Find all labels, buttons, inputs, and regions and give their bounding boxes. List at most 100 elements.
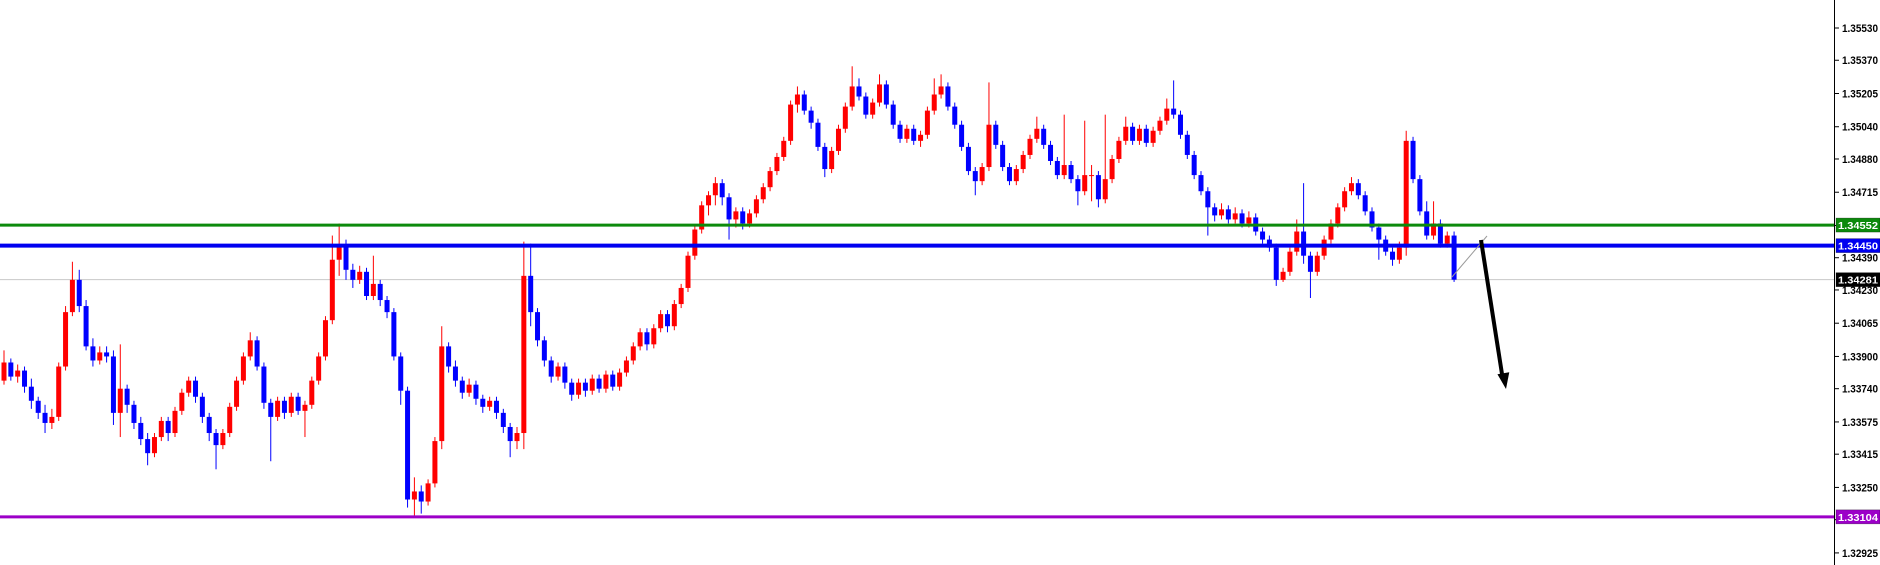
candle (589, 374, 595, 395)
candle (1136, 124, 1142, 145)
price-axis[interactable]: 1.35530 1.35370 1.35205 1.35040 1.34880 1.347… (1834, 0, 1880, 565)
candle (124, 384, 130, 413)
price-badge-1.34450: 1.34450 (1835, 238, 1880, 253)
candle (1431, 201, 1437, 240)
candle (1225, 205, 1231, 224)
price-badge-label: 1.34552 (1838, 220, 1878, 232)
candle (794, 86, 800, 113)
candle (808, 106, 814, 129)
candle (712, 177, 718, 206)
candle (644, 328, 650, 351)
candle (1048, 140, 1054, 166)
candle (582, 378, 588, 397)
candle (1266, 235, 1272, 252)
candle (1171, 80, 1177, 119)
candle (56, 362, 62, 421)
candle (288, 392, 294, 417)
candle (145, 433, 151, 466)
candle (938, 74, 944, 99)
candle (1184, 130, 1190, 159)
candle (275, 396, 281, 421)
candle (1020, 150, 1026, 174)
candle (897, 120, 903, 143)
candle (1054, 156, 1060, 180)
candle (699, 201, 705, 234)
candle (569, 378, 575, 401)
candle (1089, 165, 1095, 202)
candle (528, 243, 534, 327)
candle (425, 479, 431, 506)
candle (603, 370, 609, 393)
candle (877, 74, 883, 107)
candle (432, 437, 438, 488)
candle (1109, 154, 1115, 184)
candle (138, 416, 144, 446)
candle (117, 344, 123, 438)
price-badge-label: 1.34450 (1838, 241, 1878, 253)
candle (302, 400, 308, 438)
candle (350, 263, 356, 288)
candle (8, 358, 14, 381)
candle (815, 118, 821, 151)
axis-tick-label: 1.34390 (1842, 253, 1878, 265)
candle (1212, 203, 1218, 222)
candle (329, 235, 335, 325)
candle (952, 102, 958, 129)
candle (760, 183, 766, 204)
candle (1082, 120, 1088, 196)
candle (1390, 247, 1396, 266)
candle (521, 241, 527, 450)
candle (1061, 114, 1067, 180)
candle (1095, 171, 1101, 208)
candle (131, 400, 137, 429)
candle (993, 120, 999, 149)
candle (1150, 126, 1156, 147)
candle (1157, 116, 1163, 135)
candle (247, 332, 253, 361)
candle (541, 336, 547, 367)
candle (1006, 163, 1012, 186)
axis-tick-label: 1.34880 (1842, 154, 1878, 166)
candle (104, 346, 110, 363)
candle (234, 376, 240, 411)
candle (870, 98, 876, 119)
candle (199, 392, 205, 423)
candle (856, 78, 862, 101)
axis-tick-label: 1.34715 (1842, 187, 1878, 199)
price-badge-1.33104: 1.33104 (1835, 509, 1880, 525)
candle (480, 394, 486, 413)
candle (357, 265, 363, 284)
candle (391, 308, 397, 361)
candle (261, 362, 267, 409)
candle (959, 120, 965, 151)
candle (206, 412, 212, 442)
candle (788, 100, 794, 145)
candle (49, 408, 55, 429)
candle (90, 338, 96, 367)
candle (1301, 183, 1307, 264)
candle (1287, 247, 1293, 276)
candle (1362, 191, 1368, 216)
price-badge-1.34552: 1.34552 (1835, 217, 1880, 233)
candle (1369, 207, 1375, 232)
axis-tick-label: 1.35370 (1842, 55, 1878, 67)
candle (507, 422, 513, 458)
candle (1335, 203, 1341, 228)
candle (801, 90, 807, 115)
candle (418, 485, 424, 514)
candle (972, 167, 978, 196)
candle (220, 428, 226, 450)
candle (1219, 203, 1225, 220)
candle (500, 408, 506, 434)
candle (76, 269, 82, 313)
candle (904, 124, 910, 143)
candle (1000, 140, 1006, 172)
candle (664, 310, 670, 333)
axis-tick-label: 1.35040 (1842, 122, 1878, 134)
candle (535, 308, 541, 347)
candle (97, 346, 103, 365)
trend-arrow[interactable] (1479, 239, 1510, 389)
